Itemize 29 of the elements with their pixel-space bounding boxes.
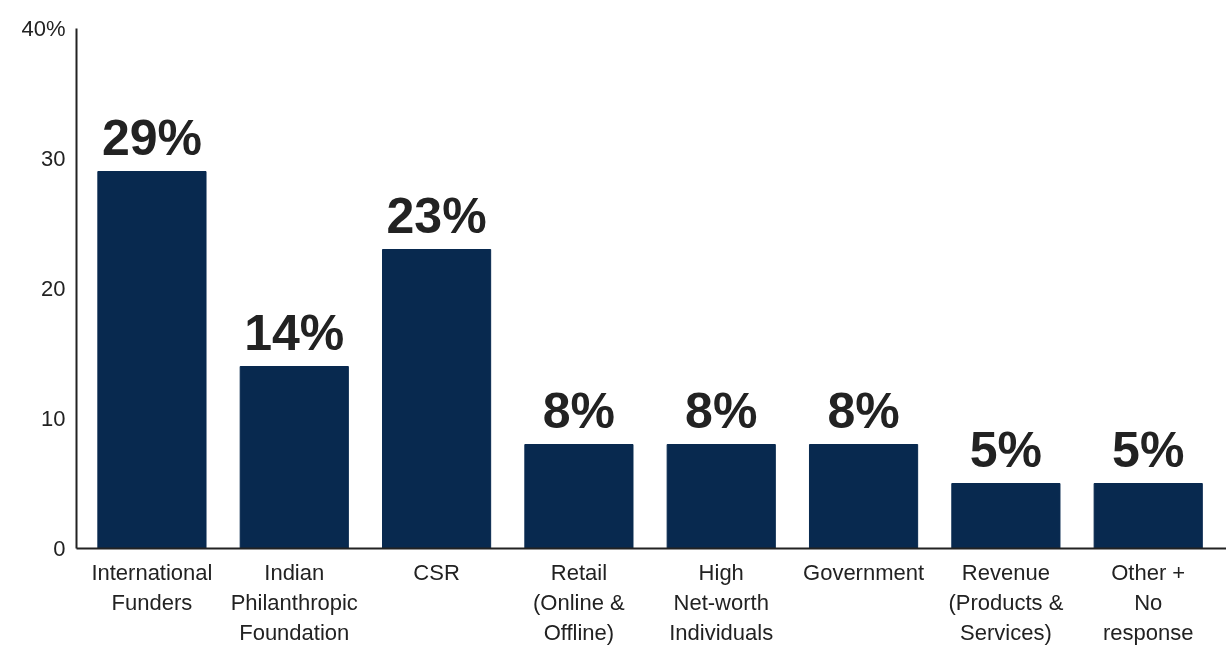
x-tick-label: High Net-worth Individuals xyxy=(669,559,774,645)
y-tick-label: 30 xyxy=(41,146,66,171)
bar xyxy=(808,444,919,549)
bar xyxy=(382,249,492,549)
bar xyxy=(239,366,349,549)
x-tick-label: Revenue (Products & Services) xyxy=(948,559,1064,645)
data-label: 5% xyxy=(969,421,1043,478)
data-label: 14% xyxy=(244,304,345,361)
x-tick-label: CSR xyxy=(413,559,460,585)
data-label: 8% xyxy=(685,382,758,439)
x-tick-label: International Funders xyxy=(91,559,213,615)
data-label: 5% xyxy=(1112,421,1185,478)
bar xyxy=(524,444,634,549)
x-tick-label: Government xyxy=(803,559,925,585)
y-tick-label: 20 xyxy=(41,276,66,301)
bar xyxy=(666,444,776,549)
data-label: 23% xyxy=(386,187,487,244)
x-tick-label: Retail (Online & Offline) xyxy=(533,559,626,645)
data-label: 8% xyxy=(827,382,900,439)
y-tick-label: 40% xyxy=(21,16,66,41)
y-tick-label: 10 xyxy=(41,406,66,431)
bar xyxy=(97,171,207,549)
x-tick-label: Indian Philanthropic Foundation xyxy=(230,559,358,645)
data-label: 8% xyxy=(542,382,616,439)
data-label: 29% xyxy=(101,109,202,166)
bar xyxy=(1093,483,1203,549)
bar xyxy=(951,483,1061,549)
y-tick-label: 0 xyxy=(53,536,66,561)
x-tick-label: Other + No response xyxy=(1102,559,1194,645)
